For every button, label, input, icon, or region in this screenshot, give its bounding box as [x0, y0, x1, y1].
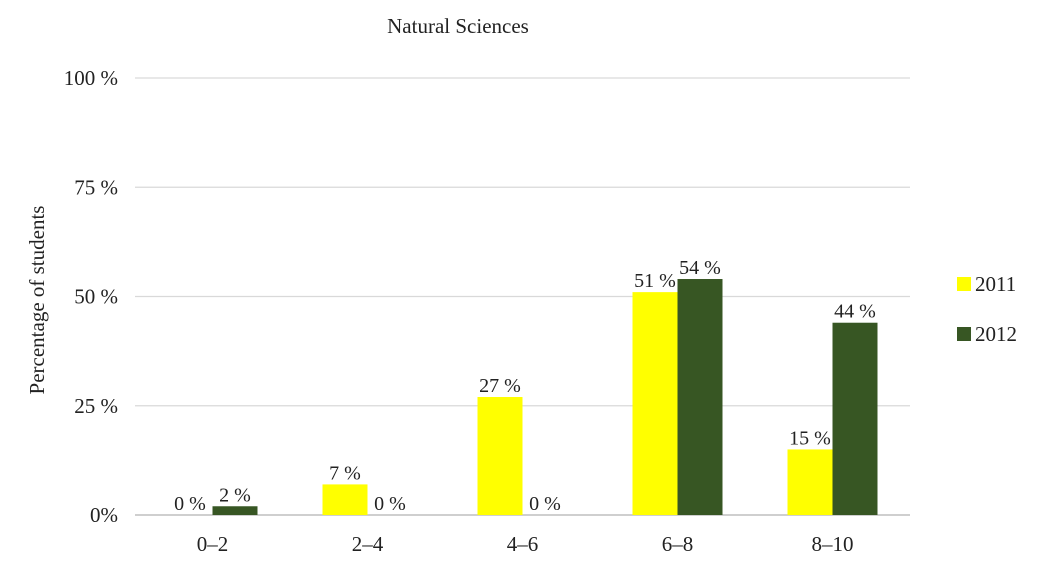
y-tick-label: 75 % — [74, 175, 118, 199]
bar-2011-2 — [477, 397, 523, 515]
legend-label: 2011 — [975, 272, 1016, 296]
data-labels: 0 % 2 % 7 % 0 % 27 % 0 % 51 %54 % 15 % 44 % — [174, 257, 876, 515]
chart-title: Natural Sciences — [387, 14, 529, 38]
data-label: 54 % — [679, 257, 721, 279]
data-label: 0 % — [374, 493, 406, 515]
bar-2012-3 — [677, 279, 723, 515]
bar-2011-3 — [632, 292, 678, 515]
x-tick-label: 2–4 — [352, 532, 384, 556]
x-tick-labels: 0–2 2–4 4–6 6–8 8–10 — [197, 532, 854, 556]
x-tick-label: 0–2 — [197, 532, 229, 556]
bar-2011-4 — [787, 449, 833, 515]
data-label: 0 % — [529, 493, 561, 515]
y-tick-label: 0% — [90, 503, 118, 527]
data-label: 15 % — [789, 427, 831, 449]
data-label: 27 % — [479, 375, 521, 397]
legend: 2011 2012 — [957, 272, 1017, 346]
bar-2012-4 — [832, 322, 878, 515]
y-tick-label: 25 % — [74, 394, 118, 418]
y-axis-label: Percentage of students — [25, 206, 49, 395]
data-label: 44 % — [834, 301, 876, 323]
legend-label: 2012 — [975, 322, 1017, 346]
x-tick-label: 6–8 — [662, 532, 694, 556]
data-label: 0 % — [174, 493, 206, 515]
y-tick-labels: 0% 25 % 50 % 75 % 100 % — [64, 66, 118, 527]
data-label: 51 % — [634, 270, 676, 292]
data-label: 7 % — [329, 462, 361, 484]
bar-2011-1 — [322, 484, 368, 515]
bar-2012-0 — [212, 506, 258, 515]
x-tick-label: 8–10 — [812, 532, 854, 556]
legend-swatch-2012 — [957, 327, 971, 341]
legend-swatch-2011 — [957, 277, 971, 291]
y-tick-label: 50 % — [74, 285, 118, 309]
bars — [212, 279, 878, 515]
x-tick-label: 4–6 — [507, 532, 539, 556]
y-tick-label: 100 % — [64, 66, 118, 90]
data-label: 2 % — [219, 484, 251, 506]
